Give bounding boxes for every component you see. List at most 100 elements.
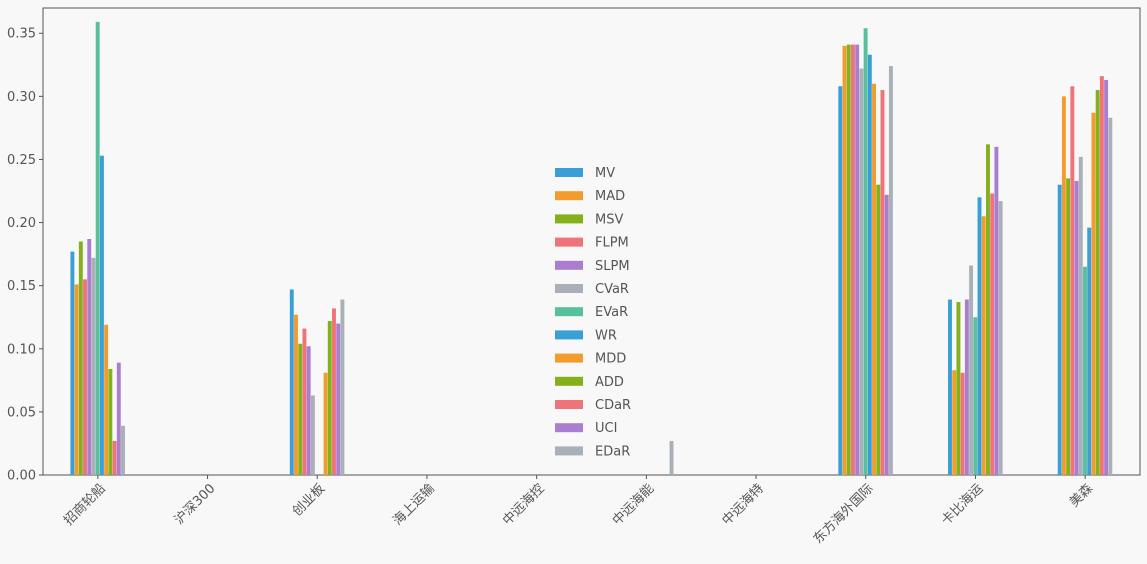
bar-flpm [1070, 86, 1075, 475]
bar-mad [74, 284, 79, 475]
y-tick-label: 0.30 [7, 90, 36, 105]
bar-slpm [1074, 180, 1079, 476]
bar-mv [948, 299, 952, 475]
legend-label: EDaR [595, 444, 630, 459]
bar-add [876, 184, 881, 475]
bar-wr [867, 54, 872, 475]
bar-msv [1066, 178, 1071, 475]
bar-uci [994, 146, 999, 476]
bar-slpm [87, 238, 92, 475]
bar-cvar [1078, 156, 1083, 476]
bar-cdar [112, 440, 117, 475]
legend-label: EVaR [595, 305, 628, 320]
bar-mad [842, 45, 847, 475]
bar-cdar [990, 193, 995, 475]
legend-label: WR [595, 328, 617, 343]
bar-edar [340, 299, 345, 475]
plot-area [42, 7, 1141, 476]
bar-mad [952, 370, 957, 475]
legend-swatch [555, 423, 583, 433]
bar-evar [973, 317, 978, 475]
bar-wr [977, 197, 982, 475]
legend-swatch [555, 168, 583, 177]
legend-label: FLPM [595, 236, 629, 251]
bar-mdd [104, 324, 109, 475]
bar-mdd [872, 83, 876, 475]
legend-swatch [555, 330, 583, 340]
legend-label: UCI [595, 421, 617, 436]
y-tick-label: 0.00 [7, 469, 36, 484]
legend-label: MV [595, 166, 615, 181]
bar-msv [956, 302, 961, 475]
bar-mv [70, 251, 75, 475]
bar-cvar [969, 265, 974, 475]
bar-msv [298, 343, 303, 475]
legend-swatch [555, 237, 583, 247]
bar-add [1095, 90, 1100, 476]
bar-msv [78, 241, 83, 475]
bar-wr [99, 155, 104, 475]
bar-mad [294, 314, 298, 475]
legend-swatch [555, 307, 583, 317]
bar-uci [116, 362, 121, 475]
bar-flpm [960, 372, 965, 475]
y-tick-label: 0.15 [7, 279, 36, 294]
legend: MV MAD MSV FLPM SLPM CVaR EVaR WR MDD ADD CDaR UCI E… [555, 166, 631, 459]
legend-label: CVaR [595, 282, 629, 297]
bar-flpm [850, 44, 855, 476]
bar-uci [336, 323, 341, 475]
legend-swatch [555, 284, 583, 293]
bar-slpm [855, 44, 860, 476]
legend-swatch [555, 376, 583, 386]
bar-evar [95, 21, 100, 475]
bar-cdar [1099, 76, 1104, 476]
bar-mv [289, 289, 294, 475]
bar-flpm [302, 328, 307, 475]
legend-swatch [555, 214, 583, 224]
bar-cvar [859, 68, 864, 475]
bar-edar [121, 425, 125, 475]
legend-swatch [555, 191, 583, 201]
bar-uci [884, 194, 889, 476]
bar-slpm [306, 346, 311, 475]
bar-add [985, 144, 990, 475]
legend-label: MSV [595, 212, 623, 227]
bar-flpm [83, 279, 88, 475]
y-tick-label: 0.10 [7, 342, 36, 357]
bar-edar [888, 66, 893, 476]
bar-mv [838, 86, 843, 475]
bar-mad [1061, 96, 1066, 475]
bar-mdd [981, 216, 986, 475]
bars [70, 21, 1113, 476]
legend-swatch [555, 353, 583, 363]
bar-add [108, 368, 113, 475]
bar-mdd [1091, 112, 1096, 475]
bar-cdar [332, 308, 336, 475]
legend-label: MAD [595, 189, 625, 204]
bar-cvar [310, 395, 315, 475]
bar-uci [1104, 79, 1109, 476]
bar-wr [1087, 227, 1092, 475]
legend-swatch [555, 446, 583, 456]
bar-cdar [880, 90, 885, 476]
legend-label: SLPM [595, 259, 630, 274]
y-tick-label: 0.35 [7, 27, 36, 42]
bar-edar [998, 201, 1003, 475]
bar-mv [1057, 184, 1062, 475]
bar-edar [1108, 117, 1113, 475]
bar-add [327, 321, 332, 475]
legend-label: ADD [595, 375, 624, 390]
bar-msv [846, 44, 851, 476]
y-tick-label: 0.20 [7, 216, 36, 231]
legend-label: CDaR [595, 398, 631, 413]
legend-label: MDD [595, 352, 626, 367]
y-axis: 0.00 0.05 0.10 0.15 0.20 0.25 0.30 0.35 [7, 27, 43, 484]
legend-swatch [555, 400, 583, 409]
bar-slpm [964, 299, 969, 475]
bar-evar [1083, 266, 1087, 475]
y-tick-label: 0.25 [7, 153, 36, 168]
bar-cvar [91, 257, 96, 475]
bar-mdd [323, 372, 328, 475]
y-tick-label: 0.05 [7, 405, 36, 420]
